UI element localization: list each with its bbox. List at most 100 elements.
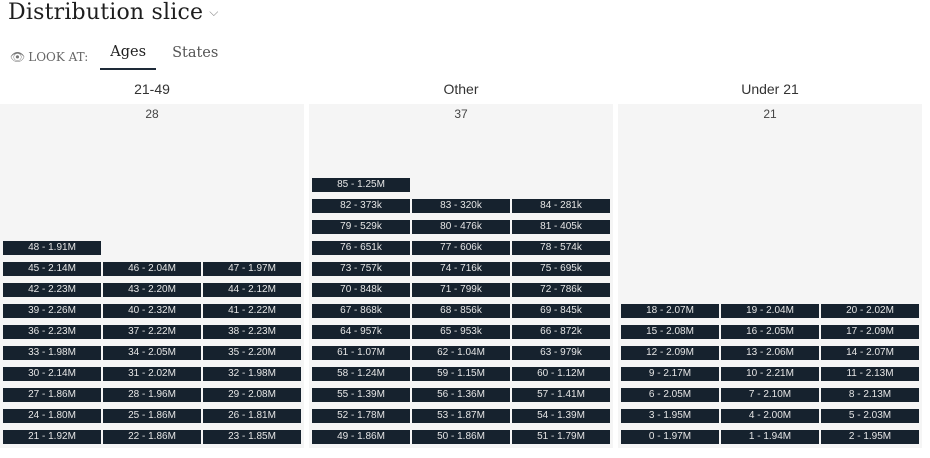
chart-cell[interactable]: 62 - 1.04M [412, 346, 510, 360]
chart-cell[interactable]: 25 - 1.86M [103, 409, 201, 423]
chart-cell[interactable]: 6 - 2.05M [621, 388, 719, 402]
chart-cell[interactable]: 23 - 1.85M [203, 430, 301, 444]
chart-cell[interactable]: 21 - 1.92M [3, 430, 101, 444]
chart-cell[interactable]: 79 - 529k [312, 220, 410, 234]
chart-cell[interactable]: 1 - 1.94M [721, 430, 819, 444]
chart-cell[interactable]: 50 - 1.86M [412, 430, 510, 444]
chart-cell[interactable]: 2 - 1.95M [821, 430, 919, 444]
tab-ages[interactable]: Ages [100, 44, 157, 70]
chart-cell[interactable]: 84 - 281k [512, 199, 610, 213]
chart-cell[interactable]: 27 - 1.86M [3, 388, 101, 402]
chart-cell[interactable]: 78 - 574k [512, 241, 610, 255]
chart-cell[interactable]: 43 - 2.20M [103, 283, 201, 297]
group-title: Other [443, 81, 479, 97]
chart-cell[interactable]: 82 - 373k [312, 199, 410, 213]
chart-cell[interactable]: 24 - 1.80M [3, 409, 101, 423]
chart-cell[interactable]: 54 - 1.39M [512, 409, 610, 423]
chart-cell[interactable]: 56 - 1.36M [412, 388, 510, 402]
chart-cell[interactable]: 40 - 2.32M [103, 304, 201, 318]
chart-cell[interactable]: 57 - 1.41M [512, 388, 610, 402]
chart-cell[interactable]: 41 - 2.22M [203, 304, 301, 318]
chart-cell[interactable]: 75 - 695k [512, 262, 610, 276]
chevron-down-icon[interactable]: ⌵ [209, 5, 219, 19]
chart-cell[interactable]: 81 - 405k [512, 220, 610, 234]
chart-cell[interactable]: 18 - 2.07M [621, 304, 719, 318]
chart-cell[interactable]: 60 - 1.12M [512, 367, 610, 381]
group-count: 28 [145, 107, 159, 121]
chart-cell[interactable]: 34 - 2.05M [103, 346, 201, 360]
chart-cell[interactable]: 61 - 1.07M [312, 346, 410, 360]
chart-cell[interactable]: 46 - 2.04M [103, 262, 201, 276]
chart-cell[interactable]: 71 - 799k [412, 283, 510, 297]
chart-cell[interactable]: 73 - 757k [312, 262, 410, 276]
chart-cell[interactable]: 70 - 848k [312, 283, 410, 297]
chart-cell[interactable]: 31 - 2.02M [103, 367, 201, 381]
chart-cell[interactable]: 53 - 1.87M [412, 409, 510, 423]
chart-cell[interactable]: 72 - 786k [512, 283, 610, 297]
tab-states[interactable]: States [172, 45, 219, 61]
chart-cell[interactable]: 55 - 1.39M [312, 388, 410, 402]
chart-cell[interactable]: 30 - 2.14M [3, 367, 101, 381]
page-title-text: Distribution slice [8, 0, 204, 25]
chart-cell[interactable]: 7 - 2.10M [721, 388, 819, 402]
chart-cell[interactable]: 3 - 1.95M [621, 409, 719, 423]
chart-cell[interactable]: 51 - 1.79M [512, 430, 610, 444]
chart-cell[interactable]: 52 - 1.78M [312, 409, 410, 423]
chart-cell[interactable]: 49 - 1.86M [312, 430, 410, 444]
chart-cell[interactable]: 37 - 2.22M [103, 325, 201, 339]
chart-cell[interactable]: 80 - 476k [412, 220, 510, 234]
chart-cell[interactable]: 76 - 651k [312, 241, 410, 255]
chart-cell[interactable]: 9 - 2.17M [621, 367, 719, 381]
eye-icon: 👁 [10, 50, 26, 64]
look-at-label: 👁 LOOK AT: [10, 50, 88, 64]
chart-cell[interactable]: 65 - 953k [412, 325, 510, 339]
chart-cell[interactable]: 39 - 2.26M [3, 304, 101, 318]
chart-cell[interactable]: 29 - 2.08M [203, 388, 301, 402]
chart-cell[interactable]: 17 - 2.09M [821, 325, 919, 339]
chart-cell[interactable]: 10 - 2.21M [721, 367, 819, 381]
chart-cell[interactable]: 68 - 856k [412, 304, 510, 318]
chart-cell[interactable]: 42 - 2.23M [3, 283, 101, 297]
chart-cell[interactable]: 0 - 1.97M [621, 430, 719, 444]
group-title: Under 21 [741, 81, 799, 97]
group-count: 21 [763, 107, 777, 121]
chart-cell[interactable]: 83 - 320k [412, 199, 510, 213]
chart-cell[interactable]: 36 - 2.23M [3, 325, 101, 339]
chart-cell[interactable]: 63 - 979k [512, 346, 610, 360]
chart-cell[interactable]: 33 - 1.98M [3, 346, 101, 360]
group-count: 37 [454, 107, 468, 121]
chart-cell[interactable]: 22 - 1.86M [103, 430, 201, 444]
chart-cell[interactable]: 64 - 957k [312, 325, 410, 339]
chart-cell[interactable]: 35 - 2.20M [203, 346, 301, 360]
chart-cell[interactable]: 45 - 2.14M [3, 262, 101, 276]
chart-cell[interactable]: 32 - 1.98M [203, 367, 301, 381]
chart-cell[interactable]: 20 - 2.02M [821, 304, 919, 318]
chart-cell[interactable]: 85 - 1.25M [312, 178, 410, 192]
chart-cell[interactable]: 69 - 845k [512, 304, 610, 318]
chart-cell[interactable]: 15 - 2.08M [621, 325, 719, 339]
chart-cell[interactable]: 77 - 606k [412, 241, 510, 255]
group-title: 21-49 [134, 81, 170, 97]
chart-cell[interactable]: 14 - 2.07M [821, 346, 919, 360]
chart-cell[interactable]: 74 - 716k [412, 262, 510, 276]
chart-cell[interactable]: 12 - 2.09M [621, 346, 719, 360]
chart-cell[interactable]: 66 - 872k [512, 325, 610, 339]
chart-cell[interactable]: 11 - 2.13M [821, 367, 919, 381]
chart-cell[interactable]: 19 - 2.04M [721, 304, 819, 318]
chart-cell[interactable]: 13 - 2.06M [721, 346, 819, 360]
chart-cell[interactable]: 67 - 868k [312, 304, 410, 318]
chart-cell[interactable]: 5 - 2.03M [821, 409, 919, 423]
chart-cell[interactable]: 16 - 2.05M [721, 325, 819, 339]
chart-cell[interactable]: 8 - 2.13M [821, 388, 919, 402]
chart-cell[interactable]: 38 - 2.23M [203, 325, 301, 339]
chart-cell[interactable]: 48 - 1.91M [3, 241, 101, 255]
page-title[interactable]: Distribution slice ⌵ [8, 0, 219, 25]
chart-cell[interactable]: 26 - 1.81M [203, 409, 301, 423]
chart-cell[interactable]: 58 - 1.24M [312, 367, 410, 381]
chart-cell[interactable]: 47 - 1.97M [203, 262, 301, 276]
chart-cell[interactable]: 44 - 2.12M [203, 283, 301, 297]
chart-cell[interactable]: 59 - 1.15M [412, 367, 510, 381]
chart-cell[interactable]: 28 - 1.96M [103, 388, 201, 402]
chart-cell[interactable]: 4 - 2.00M [721, 409, 819, 423]
look-at-text: LOOK AT: [28, 50, 89, 64]
